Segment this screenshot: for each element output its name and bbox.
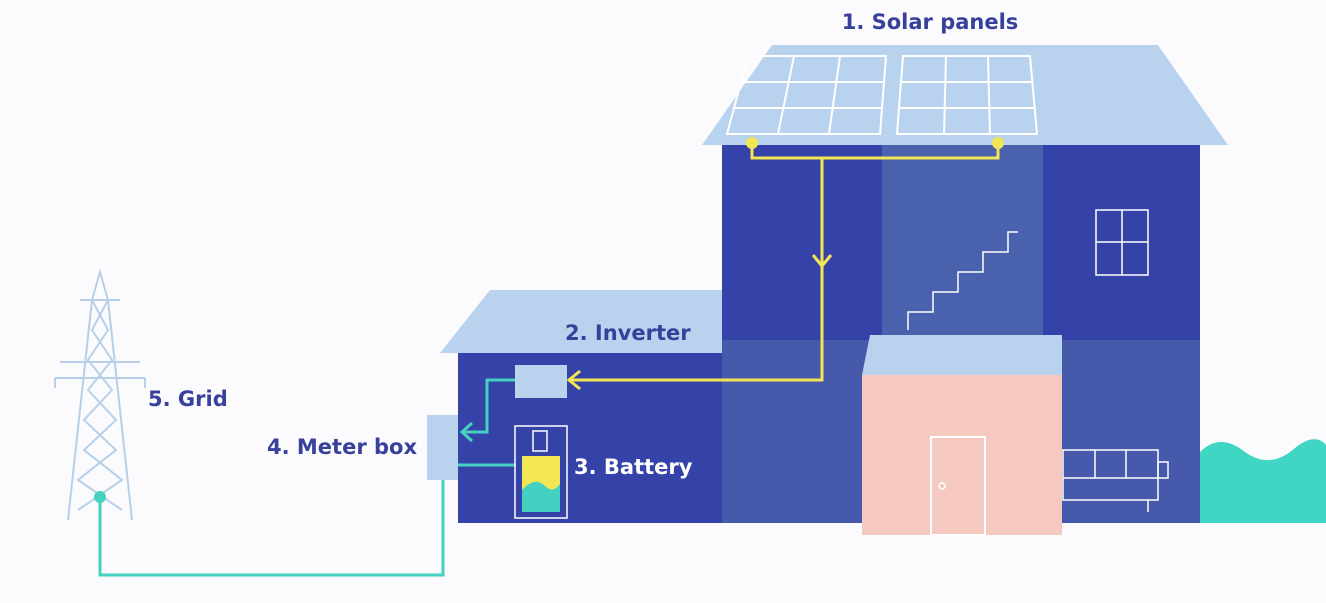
grid-label: 5. Grid (148, 387, 228, 411)
meter-box (427, 415, 458, 480)
porch (862, 375, 1062, 535)
porch-roof (862, 335, 1062, 375)
inverter (515, 365, 567, 398)
meter-box-label: 4. Meter box (267, 435, 417, 459)
main-roof (702, 45, 1228, 145)
diagram: 1. Solar panels 2. Inverter 3. Battery 4… (0, 0, 1326, 603)
grid-terminal (94, 491, 106, 503)
inverter-label: 2. Inverter (565, 321, 691, 345)
battery-label: 3. Battery (574, 455, 693, 479)
page: 1. Solar panels 2. Inverter 3. Battery 4… (0, 0, 1326, 603)
stair-wall (882, 145, 1043, 340)
solar-panels-label: 1. Solar panels (842, 10, 1019, 34)
panel-terminal (992, 137, 1004, 149)
panel-terminal (746, 137, 758, 149)
